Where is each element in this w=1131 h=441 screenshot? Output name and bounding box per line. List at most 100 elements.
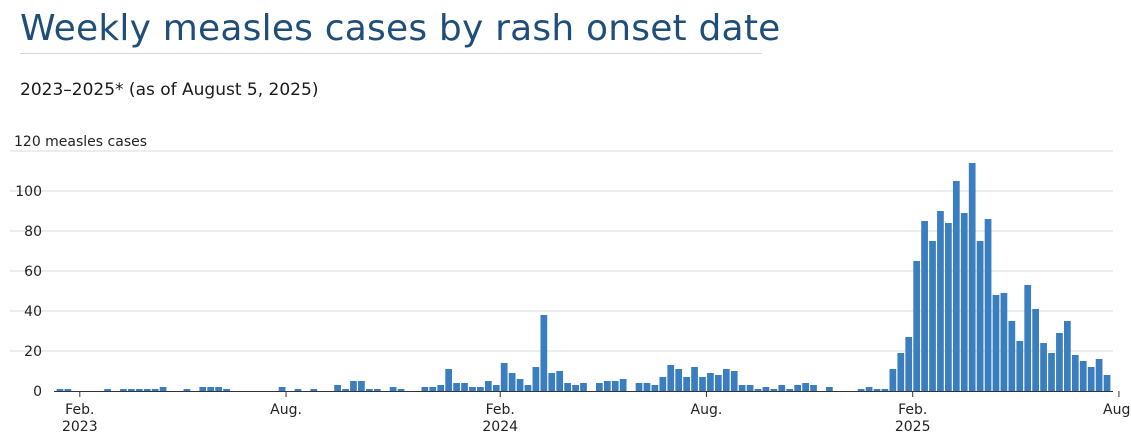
bar-week-20 (207, 387, 215, 391)
bar-week-126 (1048, 353, 1055, 391)
y-tick-label-0: 0 (33, 384, 42, 400)
bar-week-124 (1032, 309, 1040, 391)
bar-week-71 (611, 381, 619, 391)
bar-week-85 (722, 369, 730, 391)
bar-week-48 (429, 387, 437, 391)
bar-week-47 (421, 387, 429, 391)
bar-week-66 (572, 385, 579, 391)
bar-week-110 (921, 221, 928, 391)
bar-week-11 (135, 389, 143, 391)
bar-week-53 (469, 387, 476, 391)
bar-week-114 (952, 181, 960, 391)
bar-week-109 (913, 261, 921, 391)
bar-week-44 (397, 389, 405, 391)
bar-week-86 (730, 371, 738, 391)
bar-week-43 (389, 387, 397, 391)
x-tick-label-month: Feb. (898, 402, 927, 418)
bar-week-57 (500, 363, 508, 391)
chart-title: Weekly measles cases by rash onset date (20, 8, 781, 49)
bar-week-10 (127, 389, 135, 391)
bar-week-17 (183, 389, 191, 391)
bar-week-131 (1087, 367, 1095, 391)
bar-week-96 (810, 385, 817, 391)
bar-week-58 (508, 373, 516, 391)
bar-week-37 (342, 389, 349, 391)
bar-week-2 (64, 389, 72, 391)
bar-week-56 (492, 385, 500, 391)
bar-week-117 (976, 241, 984, 391)
bar-week-112 (937, 211, 944, 391)
axes (54, 391, 1120, 397)
bar-week-62 (540, 315, 548, 391)
bar-week-40 (365, 389, 373, 391)
bar-week-61 (532, 367, 540, 391)
bar-week-132 (1095, 359, 1103, 391)
bar-week-105 (881, 389, 889, 391)
bar-week-67 (580, 383, 587, 391)
bar-week-106 (889, 369, 897, 391)
bar-week-78 (667, 365, 675, 391)
bar-week-79 (675, 369, 683, 391)
bar-week-82 (699, 377, 706, 391)
bar-week-90 (762, 387, 770, 391)
bar-week-51 (453, 383, 460, 391)
bar-week-7 (104, 389, 111, 391)
bar-week-60 (524, 385, 532, 391)
bar-week-128 (1064, 321, 1071, 391)
bar-week-102 (857, 389, 865, 391)
bar-week-125 (1040, 343, 1047, 391)
bar-week-122 (1016, 341, 1024, 391)
bar-week-108 (905, 337, 913, 391)
bar-week-72 (619, 379, 627, 391)
bar-week-77 (659, 377, 667, 391)
bar-week-104 (873, 389, 881, 391)
bar-week-81 (691, 367, 698, 391)
bar-week-89 (754, 389, 762, 391)
bar-week-92 (778, 385, 786, 391)
bar-week-107 (897, 353, 905, 391)
bar-week-118 (984, 219, 992, 391)
bar-week-74 (635, 383, 643, 391)
bar-week-91 (770, 389, 778, 391)
x-tick-label-month: Aug. (270, 402, 302, 418)
bar-week-65 (564, 383, 572, 391)
x-tick-label-month: Feb. (486, 402, 515, 418)
bar-week-59 (516, 379, 524, 391)
bar-week-130 (1079, 361, 1087, 391)
bar-week-76 (651, 385, 659, 391)
bar-week-52 (461, 383, 468, 391)
bar-week-94 (794, 385, 802, 391)
y-gridlines (10, 150, 1113, 352)
bar-week-39 (358, 381, 365, 391)
bar-week-13 (151, 389, 159, 391)
y-tick-label-40: 40 (24, 304, 42, 320)
bar-week-95 (802, 383, 809, 391)
x-tick-label-year: 2024 (482, 419, 518, 435)
bar-week-133 (1103, 375, 1111, 391)
bar-week-49 (437, 385, 445, 391)
bar-week-69 (595, 383, 603, 391)
bar-week-120 (1000, 293, 1008, 391)
bar-week-31 (294, 389, 302, 391)
bar-week-93 (786, 389, 794, 391)
bar-week-1 (56, 389, 64, 391)
bar-week-111 (929, 241, 936, 391)
y-tick-label-60: 60 (24, 264, 42, 280)
bar-week-75 (643, 383, 651, 391)
bar-week-83 (707, 373, 714, 391)
title-divider (20, 53, 762, 54)
y-tick-label-20: 20 (24, 344, 42, 360)
bar-week-19 (199, 387, 207, 391)
bar-week-64 (556, 371, 564, 391)
bar-week-121 (1008, 321, 1016, 391)
x-tick-label-month: Feb. (65, 402, 94, 418)
bar-week-70 (603, 381, 611, 391)
bar-week-29 (278, 387, 286, 391)
y-tick-labels: 0 20 40 60 80 100 120 measles cases (14, 134, 147, 400)
bar-week-129 (1071, 355, 1079, 391)
bar-week-33 (310, 389, 318, 391)
bar-week-50 (445, 369, 453, 391)
y-tick-label-120: 120 measles cases (14, 134, 147, 150)
bar-week-38 (350, 381, 357, 391)
